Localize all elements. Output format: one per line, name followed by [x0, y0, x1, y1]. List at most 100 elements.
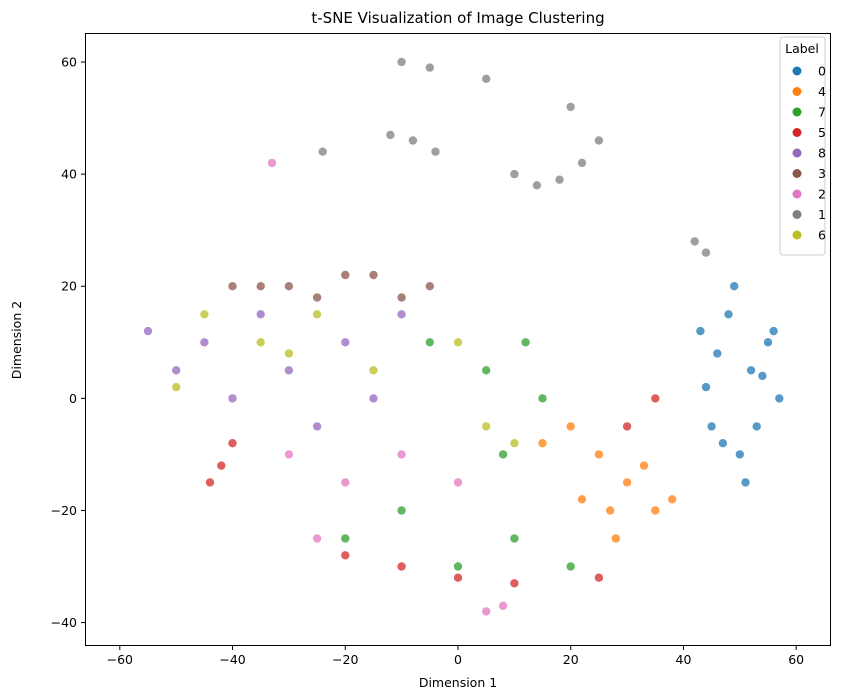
- point-label-8: [368, 393, 379, 404]
- legend-label-3: 3: [818, 166, 826, 181]
- point-label-2: [312, 533, 322, 544]
- legend-marker-2: [792, 189, 802, 199]
- point-label-8: [199, 337, 210, 348]
- y-tick-label: 0: [69, 391, 77, 406]
- point-label-6: [368, 365, 379, 376]
- point-label-1: [408, 135, 418, 146]
- x-tick-label: 60: [788, 652, 804, 667]
- point-label-0: [734, 449, 745, 460]
- point-label-0: [706, 421, 717, 432]
- point-label-4: [667, 494, 678, 505]
- point-label-8: [171, 365, 181, 376]
- point-label-7: [481, 365, 492, 376]
- point-label-6: [509, 438, 520, 449]
- point-label-0: [718, 438, 728, 449]
- legend-label-6: 6: [818, 228, 826, 243]
- point-label-3: [312, 292, 322, 303]
- point-label-7: [537, 393, 548, 404]
- point-label-3: [424, 281, 435, 292]
- point-label-0: [763, 337, 773, 348]
- point-label-1: [577, 158, 587, 168]
- point-label-8: [255, 309, 266, 320]
- y-tick-label: −40: [51, 615, 77, 630]
- point-label-7: [424, 337, 435, 348]
- point-label-6: [171, 382, 181, 392]
- point-label-4: [577, 494, 587, 505]
- point-label-2: [340, 477, 351, 488]
- point-label-8: [227, 393, 238, 404]
- point-label-1: [430, 146, 441, 157]
- point-label-3: [255, 281, 266, 292]
- point-label-1: [532, 180, 542, 191]
- point-label-1: [317, 146, 328, 157]
- x-axis-label: Dimension 1: [419, 675, 497, 690]
- legend-label-0: 0: [818, 64, 826, 79]
- point-label-0: [701, 382, 711, 392]
- legend-marker-6: [792, 230, 802, 240]
- legend-label-4: 4: [818, 84, 826, 99]
- point-label-8: [143, 326, 153, 336]
- point-label-8: [340, 337, 351, 348]
- legend-marker-7: [792, 107, 802, 117]
- point-label-7: [565, 561, 576, 572]
- point-label-4: [650, 505, 661, 516]
- point-label-7: [340, 533, 351, 544]
- point-label-1: [509, 169, 520, 179]
- point-label-2: [453, 477, 463, 488]
- point-label-1: [594, 135, 604, 146]
- point-label-5: [650, 393, 661, 404]
- legend-marker-3: [792, 169, 802, 178]
- y-tick-label: 20: [61, 279, 77, 294]
- point-label-0: [774, 393, 785, 404]
- point-label-3: [227, 281, 238, 292]
- point-label-5: [205, 477, 215, 488]
- x-axis-ticks: −60 −40 −20 0 20 40 60: [107, 645, 804, 667]
- legend-label-1: 1: [818, 207, 826, 222]
- point-label-6: [199, 309, 210, 320]
- point-label-0: [746, 365, 756, 376]
- legend-label-8: 8: [818, 146, 826, 161]
- point-label-5: [227, 438, 238, 449]
- point-label-7: [520, 337, 531, 348]
- point-label-3: [368, 270, 379, 280]
- legend-marker-1: [792, 210, 802, 219]
- y-tick-label: 40: [61, 167, 77, 182]
- x-tick-label: −40: [219, 652, 245, 667]
- point-label-0: [729, 281, 740, 292]
- x-tick-label: 40: [676, 652, 692, 667]
- point-label-0: [712, 348, 723, 359]
- point-label-1: [701, 247, 711, 258]
- legend-title: Label: [785, 41, 819, 56]
- point-label-5: [622, 421, 632, 432]
- point-label-0: [695, 326, 706, 336]
- legend-marker-8: [792, 148, 802, 158]
- point-label-6: [255, 337, 266, 348]
- x-tick-label: −20: [332, 652, 358, 667]
- point-label-1: [385, 130, 396, 140]
- point-label-2: [396, 449, 407, 460]
- point-label-4: [537, 438, 548, 449]
- legend-marker-4: [792, 87, 802, 96]
- legend-marker-0: [792, 66, 802, 76]
- point-label-7: [453, 561, 463, 572]
- point-label-1: [424, 62, 435, 73]
- point-label-4: [565, 421, 576, 432]
- point-label-0: [757, 371, 768, 381]
- legend-label-2: 2: [818, 187, 826, 202]
- legend-marker-5: [792, 128, 802, 137]
- x-tick-label: 0: [454, 652, 462, 667]
- scatter-points-layer: [143, 57, 785, 617]
- point-label-0: [723, 309, 734, 320]
- point-label-4: [610, 533, 621, 544]
- point-label-1: [565, 102, 576, 112]
- x-tick-label: −60: [107, 652, 133, 667]
- legend-label-5: 5: [818, 125, 826, 140]
- point-label-6: [481, 421, 492, 432]
- point-label-6: [312, 309, 322, 320]
- legend-label-7: 7: [818, 105, 826, 120]
- point-label-1: [554, 174, 565, 185]
- point-label-8: [284, 365, 294, 376]
- point-label-3: [340, 270, 351, 280]
- chart-title: t-SNE Visualization of Image Clustering: [311, 9, 604, 27]
- point-label-3: [284, 281, 294, 292]
